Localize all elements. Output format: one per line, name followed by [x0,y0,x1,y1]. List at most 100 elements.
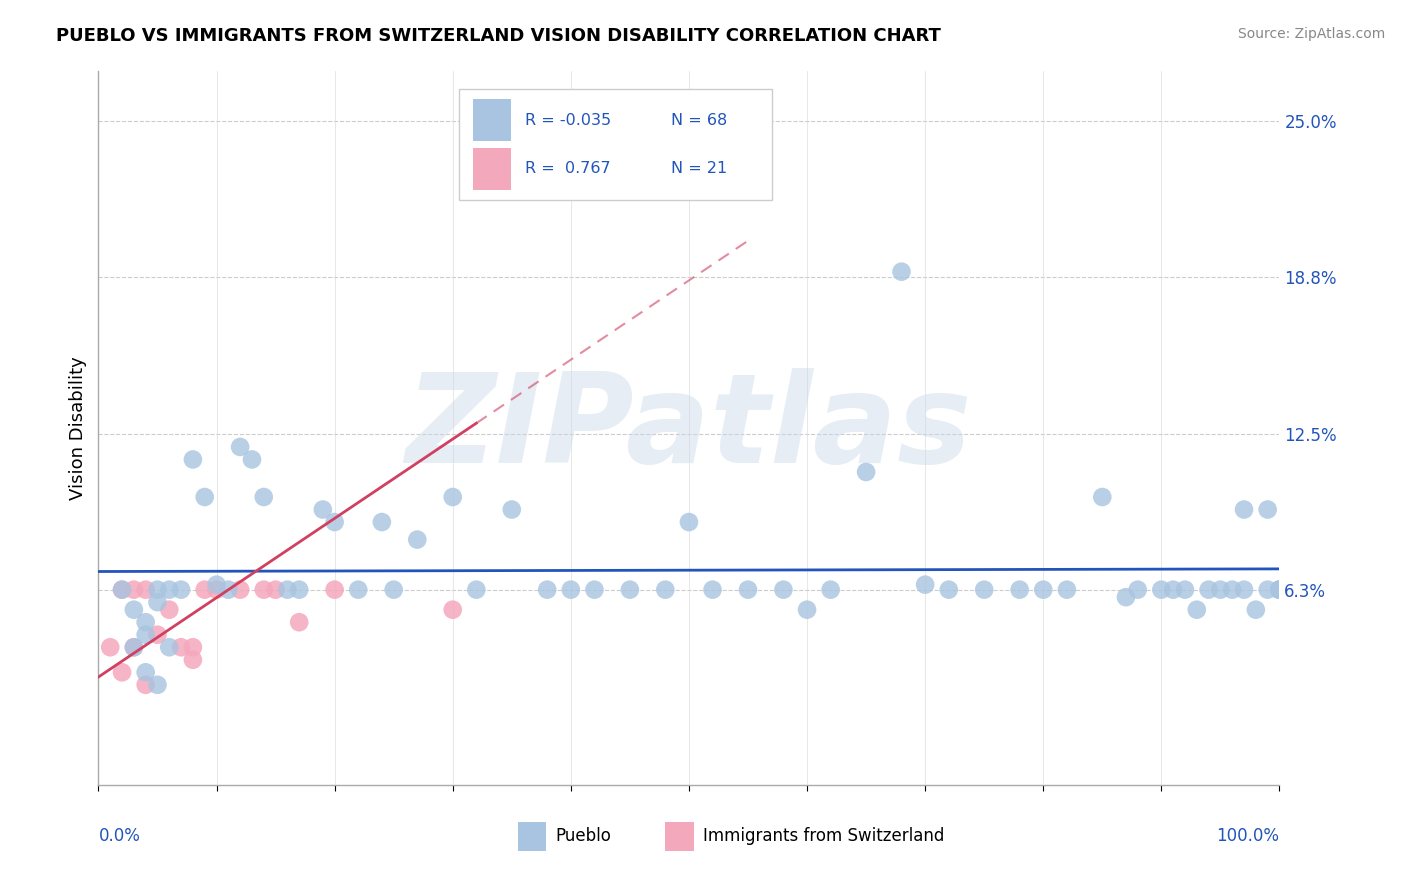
Point [111,665,134,680]
Point [98,640,121,655]
Point [1150,582,1173,597]
Point [371,515,394,529]
Point [157,582,180,597]
Point [465,139,488,153]
Point [1257,582,1279,597]
Point [382,582,405,597]
Y-axis label: Vision Disability: Vision Disability [69,356,87,500]
Point [583,582,606,597]
Text: ZIPatlas: ZIPatlas [406,368,972,489]
Point [560,582,582,597]
Text: N = 68: N = 68 [672,112,728,128]
Bar [517,822,546,851]
Point [194,582,217,597]
Point [181,640,204,655]
Point [253,582,276,597]
Point [205,577,228,591]
Point [501,502,523,516]
Point [194,490,217,504]
Point [312,502,335,516]
Point [796,603,818,617]
Point [1091,490,1114,504]
Point [135,615,157,630]
Point [1056,582,1078,597]
Point [1233,502,1256,516]
Point [122,640,145,655]
Point [1008,582,1031,597]
Point [181,452,204,467]
Bar [458,89,772,200]
Point [1244,603,1267,617]
Point [264,582,287,597]
Text: N = 21: N = 21 [672,161,728,177]
Point [890,265,912,279]
Point [157,603,180,617]
Point [973,582,995,597]
Point [347,582,370,597]
Point [217,582,239,597]
Text: Immigrants from Switzerland: Immigrants from Switzerland [703,828,945,846]
Point [1268,582,1291,597]
Point [536,582,558,597]
Point [1161,582,1184,597]
Point [181,653,204,667]
Point [654,582,676,597]
Bar [472,100,510,141]
Point [1233,582,1256,597]
Point [122,603,145,617]
Point [619,582,641,597]
Point [820,582,842,597]
Point [135,678,157,692]
Point [135,665,157,680]
Point [111,582,134,597]
Text: 0.0%: 0.0% [98,828,141,846]
Point [253,490,276,504]
Point [122,640,145,655]
Point [276,582,298,597]
Point [1126,582,1149,597]
Point [288,615,311,630]
Point [288,582,311,597]
Point [323,515,346,529]
Point [229,440,252,454]
Text: PUEBLO VS IMMIGRANTS FROM SWITZERLAND VISION DISABILITY CORRELATION CHART: PUEBLO VS IMMIGRANTS FROM SWITZERLAND VI… [56,27,941,45]
Point [702,582,724,597]
Point [1198,582,1220,597]
Point [146,628,169,642]
Text: 100.0%: 100.0% [1216,828,1279,846]
Point [772,582,794,597]
Bar [665,822,693,851]
Point [122,582,145,597]
Point [1174,582,1197,597]
Point [1209,582,1232,597]
Point [1115,590,1137,604]
Point [205,582,228,597]
Point [465,582,488,597]
Text: Pueblo: Pueblo [555,828,612,846]
Point [441,603,464,617]
Point [406,533,429,547]
Point [1268,582,1291,597]
Text: Source: ZipAtlas.com: Source: ZipAtlas.com [1237,27,1385,41]
Point [229,582,252,597]
Point [737,582,759,597]
Point [135,628,157,642]
Point [1257,502,1279,516]
Point [135,582,157,597]
Point [678,515,700,529]
Point [146,582,169,597]
Point [111,582,134,597]
Point [1220,582,1243,597]
Point [1185,603,1208,617]
Point [1268,582,1291,597]
Point [146,595,169,609]
Point [170,640,193,655]
Point [240,452,263,467]
Point [1268,582,1291,597]
Text: R = -0.035: R = -0.035 [524,112,610,128]
Point [157,640,180,655]
Text: R =  0.767: R = 0.767 [524,161,610,177]
Point [441,490,464,504]
Bar [472,148,510,189]
Point [938,582,960,597]
